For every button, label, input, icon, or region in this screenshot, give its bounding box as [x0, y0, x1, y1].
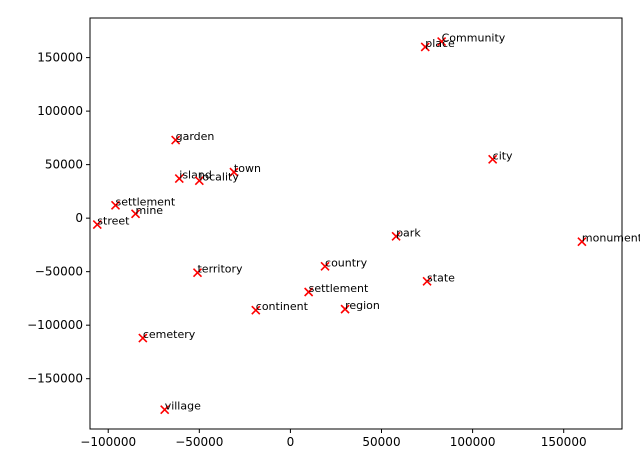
point-label: monument	[582, 232, 640, 245]
point-marker	[192, 268, 203, 278]
data-point: garden	[171, 130, 215, 145]
point-label: street	[97, 215, 130, 228]
data-point: state	[422, 271, 455, 286]
y-tick-label: −150000	[27, 372, 83, 386]
point-label: cemetery	[143, 328, 196, 341]
data-point: country	[320, 256, 368, 271]
data-point: settlement	[110, 195, 176, 210]
point-marker	[437, 36, 447, 47]
point-label: town	[234, 162, 261, 175]
x-tick-label: 100000	[450, 435, 496, 449]
point-label: settlement	[309, 282, 369, 295]
point-marker	[194, 176, 204, 186]
point-label: settlement	[116, 195, 176, 208]
y-tick-label: 50000	[45, 158, 83, 172]
data-point: region	[340, 299, 380, 314]
point-label: state	[427, 271, 455, 284]
x-tick-label: 0	[287, 435, 295, 449]
point-label: country	[325, 256, 368, 269]
data-point: monument	[577, 232, 640, 247]
point-marker	[229, 167, 239, 177]
data-point: continent	[251, 300, 309, 315]
y-tick-label: −100000	[27, 318, 83, 332]
data-point: territory	[192, 263, 243, 278]
point-label: Community	[442, 32, 506, 45]
point-marker	[138, 333, 148, 343]
data-point: village	[160, 400, 201, 415]
x-tick-label: −100000	[80, 435, 136, 449]
point-marker	[110, 200, 121, 210]
data-point: cemetery	[138, 328, 196, 343]
point-label: city	[493, 149, 513, 162]
data-point: city	[488, 149, 513, 164]
data-point: mine	[130, 204, 164, 219]
point-marker	[304, 287, 314, 297]
y-tick-label: 0	[75, 211, 83, 225]
y-tick-label: −50000	[35, 265, 83, 279]
data-point: park	[391, 226, 421, 241]
data-point: town	[229, 162, 261, 177]
point-marker	[320, 261, 330, 271]
point-marker	[171, 135, 181, 145]
point-marker	[488, 154, 498, 164]
point-label: continent	[256, 300, 309, 313]
point-label: territory	[197, 263, 243, 276]
point-marker	[391, 231, 401, 241]
point-marker	[92, 220, 102, 230]
y-tick-label: 150000	[37, 51, 83, 65]
point-label: village	[165, 400, 201, 413]
data-point: locality	[194, 171, 239, 186]
point-marker	[577, 237, 587, 247]
point-label: island	[179, 169, 212, 182]
point-marker	[420, 42, 430, 52]
x-tick-label: −50000	[175, 435, 223, 449]
plot-frame	[89, 17, 623, 430]
data-point: street	[92, 215, 130, 230]
point-label: region	[345, 299, 380, 312]
point-marker	[251, 305, 261, 315]
y-tick-label: 100000	[37, 104, 83, 118]
point-label: mine	[136, 204, 164, 217]
point-marker	[130, 209, 141, 219]
data-point: settlement	[304, 282, 369, 297]
point-label: garden	[176, 130, 215, 143]
point-marker	[340, 304, 350, 314]
data-point: place	[420, 37, 455, 52]
x-tick-label: 50000	[362, 435, 400, 449]
point-label: place	[425, 37, 455, 50]
point-marker	[422, 276, 432, 286]
point-marker	[174, 173, 184, 184]
x-axis: −100000 −50000 0 50000 100000 150000	[80, 429, 587, 449]
data-point: island	[174, 169, 212, 184]
x-tick-label: 150000	[541, 435, 587, 449]
point-label: park	[396, 226, 421, 239]
data-point: Community	[437, 32, 506, 47]
point-label: locality	[199, 171, 239, 184]
point-marker	[160, 405, 170, 415]
y-axis: −150000 −100000 −50000 0 50000 100000 150000	[27, 51, 90, 386]
